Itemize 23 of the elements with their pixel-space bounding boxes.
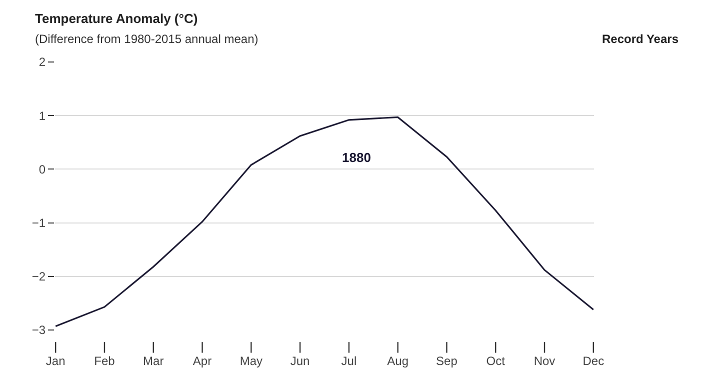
x-tick-label: Jun xyxy=(290,354,310,368)
x-tick-label: Mar xyxy=(143,354,164,368)
y-tick-label: 2 xyxy=(38,55,46,70)
text: 1880 xyxy=(342,150,371,165)
x-tick-label: Nov xyxy=(534,354,556,368)
chart-title: Temperature Anomaly (°C) xyxy=(35,11,198,26)
x-tick-label: Dec xyxy=(582,354,604,368)
chart-subtitle: (Difference from 1980-2015 annual mean) xyxy=(35,32,258,46)
y-tick-label: −2 xyxy=(32,270,46,284)
x-tick-label: Oct xyxy=(486,354,506,368)
y-tick-label: 1 xyxy=(38,108,46,123)
x-tick-label: May xyxy=(240,354,262,368)
x-tick-label: Aug xyxy=(387,354,409,368)
x-tick-label: Jul xyxy=(341,354,357,368)
y-tick-label: 0 xyxy=(38,162,46,176)
x-tick-label: Apr xyxy=(192,354,212,368)
x-tick-label: Sep xyxy=(436,354,458,368)
x-tick-label: Feb xyxy=(94,354,116,368)
y-tick-label: −3 xyxy=(32,323,46,338)
legend-title: Record Years xyxy=(602,32,679,46)
line-series xyxy=(55,116,594,328)
x-tick-label: Jan xyxy=(46,354,66,368)
y-tick-label: −1 xyxy=(32,216,46,230)
